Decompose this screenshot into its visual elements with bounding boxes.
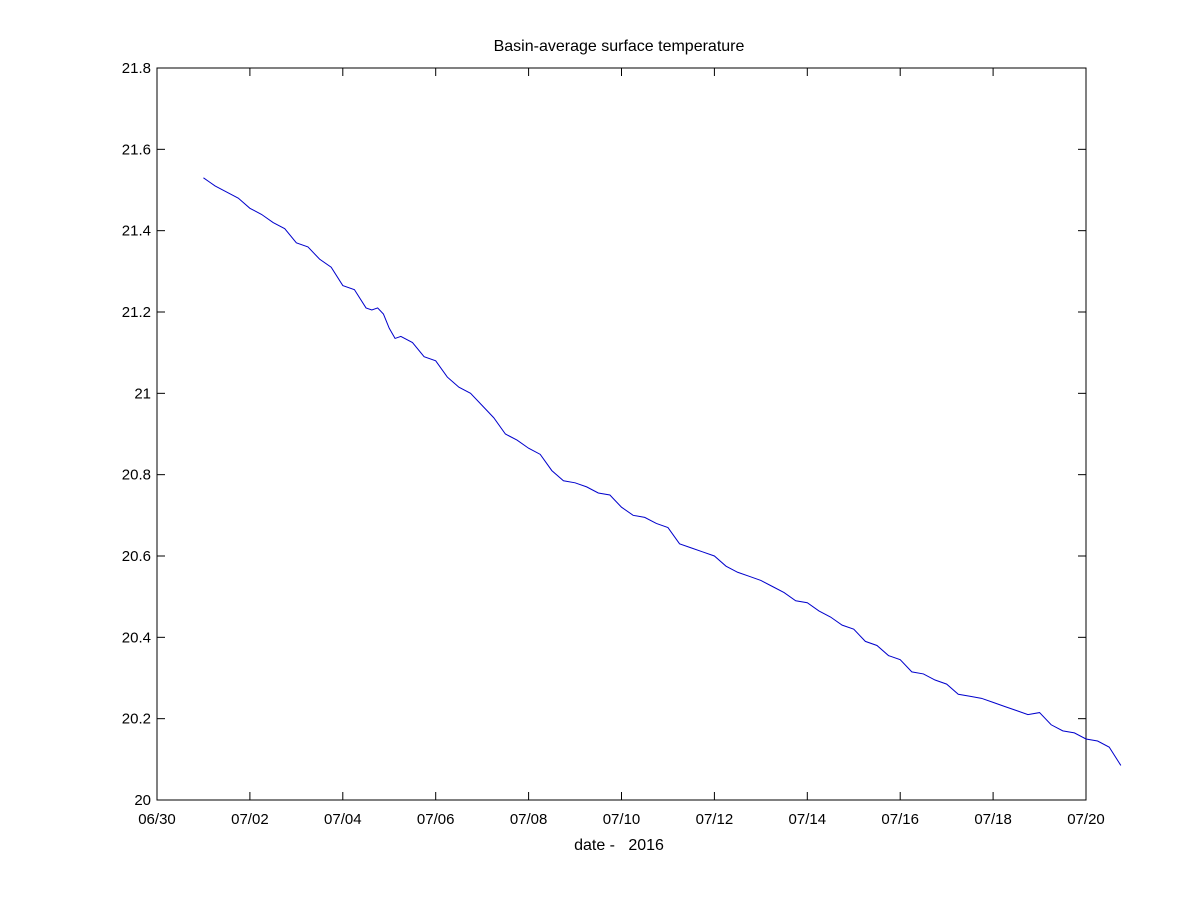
plot-area [156,67,1087,801]
y-tick-label: 21 [134,385,151,402]
x-tick-label: 07/12 [696,811,734,828]
chart-title: Basin-average surface temperature [494,38,745,55]
series-layer [203,177,1122,766]
x-tick-label: 07/10 [603,811,641,828]
y-tick-label: 20.2 [122,711,151,728]
series-line-0 [203,177,1122,766]
x-tick-label: 07/20 [1067,811,1105,828]
x-tick-label: 07/08 [510,811,548,828]
y-tick-label: 21.8 [122,60,151,77]
y-tick-label: 21.2 [122,304,151,321]
y-axis-ticks: 20 20.2 20.4 20.6 20.8 21 21.2 21.4 21.6 21.8 [122,60,1086,809]
y-tick-label: 20 [134,792,151,809]
x-axis-ticks: 06/30 07/02 07/04 07/06 07/08 07/10 07/12 07/14… [138,68,1105,828]
y-tick-label: 21.6 [122,141,151,158]
x-tick-label: 06/30 [138,811,176,828]
x-tick-label: 07/14 [789,811,827,828]
x-tick-label: 07/04 [324,811,362,828]
y-tick-label: 20.8 [122,467,151,484]
y-tick-label: 21.4 [122,223,151,240]
x-tick-label: 07/02 [231,811,269,828]
y-tick-label: 20.4 [122,629,151,646]
y-tick-label: 20.6 [122,548,151,565]
x-axis-label: date - 2016 [574,837,664,854]
x-tick-label: 07/18 [974,811,1012,828]
x-tick-label: 07/06 [417,811,455,828]
x-tick-label: 07/16 [881,811,919,828]
